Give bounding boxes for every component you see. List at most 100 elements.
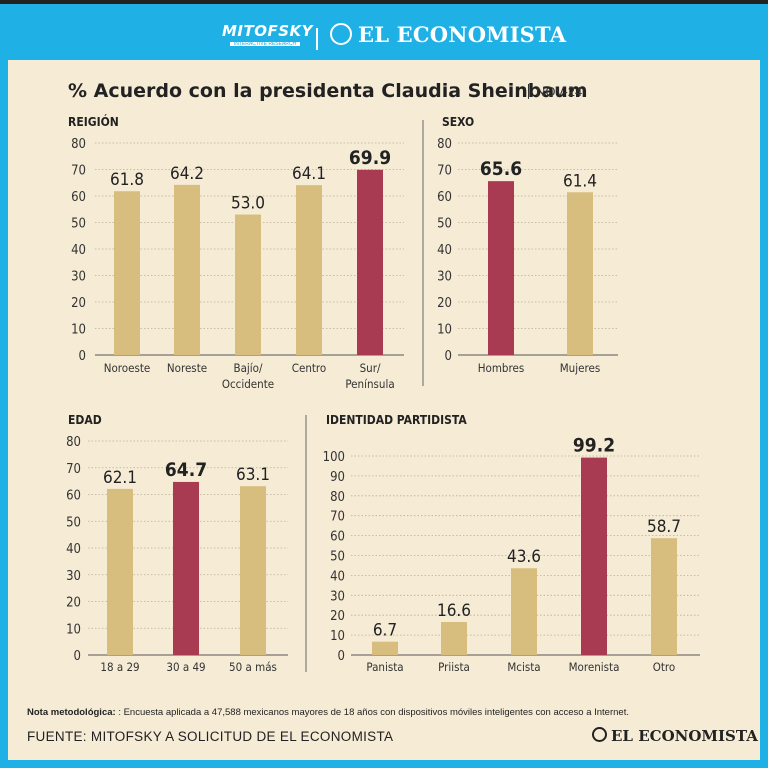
chart-1-y-tick-label: 50 — [71, 217, 86, 232]
chart-4-bar — [372, 641, 398, 655]
chart-3-category-label: 18 a 29 — [100, 660, 139, 674]
chart-2-y-tick-label: 30 — [437, 270, 452, 285]
chart-1-y-tick-label: 0 — [79, 349, 86, 364]
chart-2-y-tick-label: 80 — [437, 137, 452, 152]
chart-3-data-label: 62.1 — [103, 468, 137, 488]
chart-2-y-tick-label: 60 — [437, 190, 452, 205]
chart-3-y-tick-label: 20 — [66, 596, 81, 611]
chart-3-category-label: 30 a 49 — [166, 660, 205, 674]
chart-3-data-label: 64.7 — [165, 459, 207, 481]
chart-date: NOV-24 — [528, 84, 582, 99]
chart-1-category-label: Centro — [292, 361, 327, 375]
chart-1-bar — [296, 185, 322, 355]
chart-4-y-tick-label: 100 — [323, 450, 345, 465]
chart-1-category-label: Sur/ — [360, 361, 381, 375]
top-stripe — [0, 0, 768, 4]
chart-4-category-label: Panista — [366, 660, 403, 674]
chart-4-bar — [511, 568, 537, 655]
chart-1-category-label: Bajío/ — [233, 361, 263, 375]
chart-1-category-label: Noreste — [167, 361, 207, 375]
chart-1-y-tick-label: 20 — [71, 296, 86, 311]
chart-3-y-tick-label: 80 — [66, 435, 81, 450]
chart-4-data-label: 6.7 — [373, 621, 397, 641]
chart-2-y-tick-label: 70 — [437, 164, 452, 179]
header-divider — [316, 28, 318, 50]
chart-1-y-tick-label: 40 — [71, 243, 86, 258]
chart-1-data-label: 64.1 — [292, 164, 326, 184]
footer-logo-mark-icon — [592, 727, 607, 742]
chart-1-bar — [357, 169, 383, 355]
chart-3-y-tick-label: 0 — [74, 649, 81, 664]
chart-2-title: SEXO — [442, 115, 474, 129]
chart-2-category-label: Hombres — [478, 361, 525, 375]
chart-1-y-tick-label: 30 — [71, 270, 86, 285]
chart-1-data-label: 53.0 — [231, 194, 265, 214]
footer-logo-text: EL ECONOMISTA — [611, 727, 758, 745]
source-line: FUENTE: MITOFSKY A SOLICITUD DE EL ECONO… — [27, 729, 394, 744]
chart-2-y-tick-label: 0 — [445, 349, 452, 364]
chart-2-y-tick-label: 10 — [437, 323, 452, 338]
chart-4-data-label: 43.6 — [507, 547, 541, 567]
chart-4-category-label: Morenista — [569, 660, 620, 674]
chart-4-y-tick-label: 80 — [330, 490, 345, 505]
header-bar: MITOFSKY INTERACTIVE RESEARCH EL ECONOMI… — [0, 4, 768, 60]
mitofsky-logo: MITOFSKY — [222, 22, 314, 40]
chart-4-category-label: Otro — [653, 660, 676, 674]
chart-3-data-label: 63.1 — [236, 465, 270, 485]
chart-3-title: EDAD — [68, 413, 102, 427]
chart-4-y-tick-label: 0 — [338, 649, 345, 664]
chart-4-title: IDENTIDAD PARTIDISTA — [326, 413, 467, 427]
chart-1-category-label: Occidente — [222, 377, 274, 391]
chart-main-title: % Acuerdo con la presidenta Claudia Shei… — [68, 80, 588, 102]
chart-4-data-label: 58.7 — [647, 517, 681, 537]
chart-4-y-tick-label: 10 — [330, 629, 345, 644]
chart-2-data-label: 65.6 — [480, 158, 522, 180]
chart-1-y-tick-label: 60 — [71, 190, 86, 205]
chart-2-bar — [567, 192, 593, 355]
chart-3-bar — [240, 486, 266, 655]
chart-3-y-tick-label: 30 — [66, 569, 81, 584]
chart-1-bar — [114, 191, 140, 355]
chart-4-category-label: Priista — [438, 660, 470, 674]
chart-2-data-label: 61.4 — [563, 171, 597, 191]
chart-1-y-tick-label: 80 — [71, 137, 86, 152]
chart-3-y-tick-label: 10 — [66, 622, 81, 637]
chart-4-y-tick-label: 60 — [330, 530, 345, 545]
chart-2-category-label: Mujeres — [560, 361, 601, 375]
footer-logo: EL ECONOMISTA — [592, 727, 758, 745]
chart-1-bar — [235, 214, 261, 355]
chart-3-category-label: 50 a más — [229, 660, 277, 674]
chart-2-bar — [488, 181, 514, 355]
chart-4-y-tick-label: 70 — [330, 510, 345, 525]
chart-4-bar — [651, 538, 677, 655]
chart-3-bar — [107, 488, 133, 655]
chart-4-category-label: Mcista — [507, 660, 540, 674]
chart-4-bar — [441, 621, 467, 655]
chart-1-data-label: 61.8 — [110, 170, 144, 190]
chart-1-y-tick-label: 70 — [71, 164, 86, 179]
chart-3-y-tick-label: 50 — [66, 515, 81, 530]
chart-3-y-tick-label: 40 — [66, 542, 81, 557]
chart-3-bar — [173, 481, 199, 655]
chart-1-category-label: Noroeste — [104, 361, 151, 375]
chart-1-data-label: 64.2 — [170, 164, 204, 184]
chart-1-y-tick-label: 10 — [71, 323, 86, 338]
chart-4-data-label: 16.6 — [437, 601, 471, 621]
el-economista-logo: EL ECONOMISTA — [330, 22, 566, 47]
chart-1-title: REIGIÓN — [68, 114, 119, 129]
chart-4-bar — [581, 457, 607, 655]
chart-2-y-tick-label: 40 — [437, 243, 452, 258]
chart-2-y-tick-label: 20 — [437, 296, 452, 311]
el-economista-logo-text: EL ECONOMISTA — [358, 22, 567, 47]
methodology-note-label: Nota metodológica: — [27, 707, 116, 718]
chart-4-y-tick-label: 40 — [330, 569, 345, 584]
chart-1-category-label: Península — [345, 377, 394, 391]
chart-4-y-tick-label: 30 — [330, 589, 345, 604]
chart-4-y-tick-label: 20 — [330, 609, 345, 624]
chart-1-data-label: 69.9 — [349, 147, 391, 169]
chart-3-y-tick-label: 60 — [66, 489, 81, 504]
el-economista-mark-icon — [330, 23, 352, 45]
chart-2-y-tick-label: 50 — [437, 217, 452, 232]
